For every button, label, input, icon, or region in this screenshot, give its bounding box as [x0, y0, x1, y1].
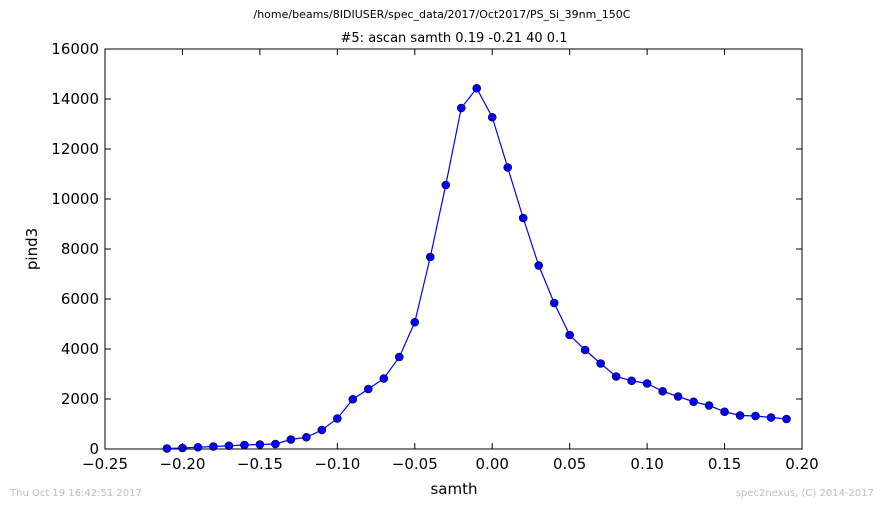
data-point	[209, 442, 218, 451]
data-point	[720, 407, 729, 417]
data-point	[162, 444, 172, 453]
data-point	[611, 372, 621, 381]
series-line	[166, 87, 787, 450]
data-point	[658, 386, 667, 396]
y-tick-label: 10000	[51, 190, 99, 208]
y-tick-label: 6000	[61, 290, 99, 308]
x-tick-label: 0.05	[553, 455, 586, 473]
data-point	[441, 180, 451, 190]
data-point	[487, 112, 497, 122]
y-axis-label: pind3	[23, 228, 41, 270]
y-tick-label: 4000	[61, 340, 99, 358]
data-point	[317, 425, 327, 435]
data-point	[549, 298, 559, 308]
y-tick-label: 12000	[51, 140, 99, 158]
y-tick-label: 0	[89, 440, 99, 458]
x-tick-label: 0.00	[476, 455, 509, 473]
data-point	[302, 432, 311, 442]
data-point	[751, 411, 760, 421]
y-tick-label: 2000	[61, 390, 99, 408]
x-tick-label: −0.10	[314, 455, 360, 473]
data-point	[364, 384, 373, 394]
data-point	[271, 439, 280, 449]
x-tick-label: 0.20	[785, 455, 818, 473]
data-point	[627, 376, 636, 386]
x-axis-label: samth	[430, 480, 477, 498]
data-point	[580, 345, 590, 355]
x-tick-label: 0.10	[630, 455, 663, 473]
data-point	[689, 397, 698, 407]
data-point	[766, 413, 776, 422]
data-point	[255, 440, 265, 449]
data-point	[333, 414, 342, 423]
plot-area: −0.25 −0.20 −0.15 −0.10 −0.05 0.00 0.05 0.10 0.1…	[51, 40, 818, 473]
chart-suptitle: /home/beams/8IDIUSER/spec_data/2017/Oct2…	[254, 8, 631, 21]
data-point	[534, 261, 543, 270]
data-point	[178, 443, 187, 453]
x-tick-label: −0.05	[392, 455, 438, 473]
data-point	[348, 394, 358, 404]
data-point	[456, 103, 466, 113]
data-point	[240, 440, 249, 450]
x-tick-label: −0.20	[159, 455, 205, 473]
data-point	[596, 359, 605, 368]
data-point	[286, 435, 296, 444]
footer-timestamp: Thu Oct 19 16:42:51 2017	[10, 488, 142, 499]
data-point	[193, 442, 203, 452]
x-tick-label: −0.15	[237, 455, 283, 473]
data-point	[410, 317, 420, 327]
y-tick-label: 8000	[61, 240, 99, 258]
data-point	[503, 163, 513, 172]
y-tick-label: 14000	[51, 90, 99, 108]
data-point	[565, 330, 574, 340]
data-point	[518, 213, 528, 223]
chart-title: #5: ascan samth 0.19 -0.21 40 0.1	[341, 31, 568, 46]
y-tick-label: 16000	[51, 40, 99, 58]
plot-frame	[104, 48, 803, 450]
data-point	[673, 392, 683, 401]
x-tick-label: 0.15	[708, 455, 741, 473]
data-point	[425, 252, 435, 262]
data-point	[472, 83, 482, 93]
footer-credit: spec2nexus, (C) 2014-2017	[735, 488, 874, 499]
data-point	[782, 414, 791, 424]
data-point	[642, 379, 652, 388]
data-point	[224, 441, 234, 451]
x-tick-label: −0.25	[82, 455, 128, 473]
data-point	[704, 401, 714, 410]
data-point	[379, 374, 389, 383]
data-point	[735, 411, 745, 420]
data-point	[394, 352, 404, 362]
